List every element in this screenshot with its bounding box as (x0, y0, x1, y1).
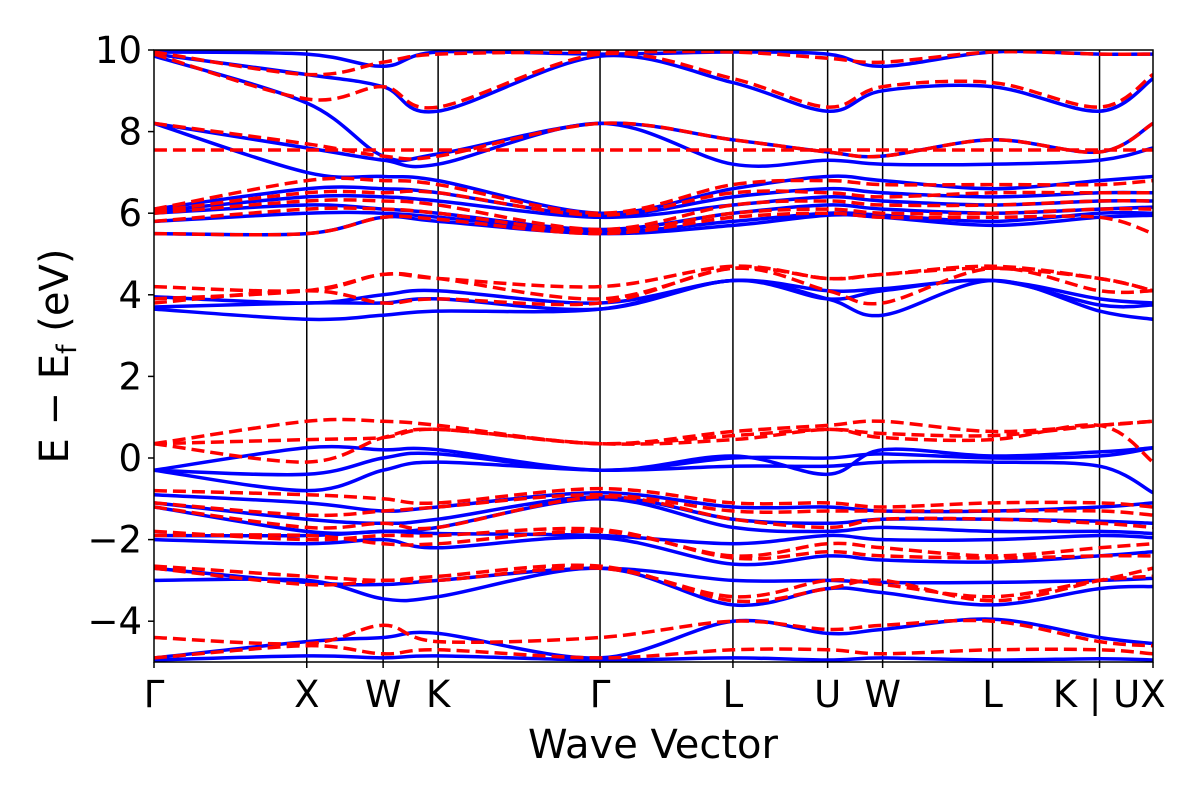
x-tick-label-3: K (426, 673, 452, 716)
x-tick-label-8: L (982, 673, 1003, 716)
y-tick-label-5: 6 (118, 192, 142, 235)
solid-band-21 (154, 121, 1153, 169)
y-tick-label-4: 4 (118, 274, 142, 317)
x-tick-label-5: L (723, 673, 744, 716)
y-tick-label-7: 10 (95, 29, 142, 72)
x-tick-label-7: W (864, 673, 901, 716)
dashed-band-5 (154, 529, 1153, 558)
dashed-band-16 (154, 206, 1153, 234)
solid-band-16 (154, 210, 1153, 234)
solid-band-14 (154, 278, 1153, 305)
dashed-band-10 (154, 419, 1153, 446)
dashed-band-18 (154, 189, 1153, 217)
y-axis-title-unit: (eV) (32, 249, 78, 345)
y-axis-title-main: E − E (32, 354, 78, 464)
plot-frame (153, 49, 1154, 663)
x-tick-label-0: Γ (144, 673, 165, 716)
solid-band-19 (154, 185, 1153, 217)
dashed-band-8 (154, 486, 1153, 509)
solid-band-11 (154, 444, 1153, 477)
dashed-band-14 (154, 264, 1153, 293)
solid-band-10 (154, 446, 1153, 477)
solid-band-0 (154, 654, 1153, 662)
dashed-band-1 (154, 618, 1153, 648)
dashed-band-11 (154, 417, 1153, 446)
dashed-band-22 (154, 51, 1153, 110)
y-axis-title: E − Ef (eV) (32, 249, 83, 464)
dashed-band-9 (154, 423, 1153, 464)
y-tick-label-1: −2 (87, 519, 142, 562)
dashed-band-15 (154, 211, 1153, 237)
dashed-band-6 (154, 495, 1153, 531)
y-axis-ticks: −4 −2 0 2 4 6 8 10 (87, 29, 154, 643)
solid-band-1 (154, 617, 1153, 660)
x-tick-label-2: W (365, 673, 402, 716)
solid-band-9 (154, 459, 1153, 495)
dashed-band-17 (154, 198, 1153, 232)
y-tick-label-2: 0 (118, 437, 142, 480)
dashed-band-0 (154, 643, 1153, 660)
solid-band-2 (154, 566, 1153, 608)
dashed-band-7 (154, 492, 1153, 518)
x-tick-label-6: U (814, 673, 841, 716)
y-tick-label-6: 8 (118, 111, 142, 154)
y-axis-title-subscript: f (52, 343, 83, 354)
x-axis-title: Wave Vector (528, 722, 779, 768)
dashed-band-19 (154, 176, 1153, 215)
y-tick-label-3: 2 (118, 355, 142, 398)
dashed-band-21 (154, 121, 1153, 161)
solid-band-23 (154, 52, 1153, 114)
x-tick-label-1: X (294, 673, 319, 716)
x-tick-label-10: X (1140, 673, 1165, 716)
dashed-band-23 (154, 50, 1153, 77)
band-lines (154, 50, 1153, 662)
x-tick-label-9: K | U (1053, 673, 1140, 716)
solid-band-6 (154, 497, 1153, 536)
y-tick-label-0: −4 (87, 600, 142, 643)
dashed-band-3 (154, 566, 1153, 599)
dashed-band-2 (154, 563, 1153, 604)
x-tick-label-4: Γ (590, 673, 611, 716)
